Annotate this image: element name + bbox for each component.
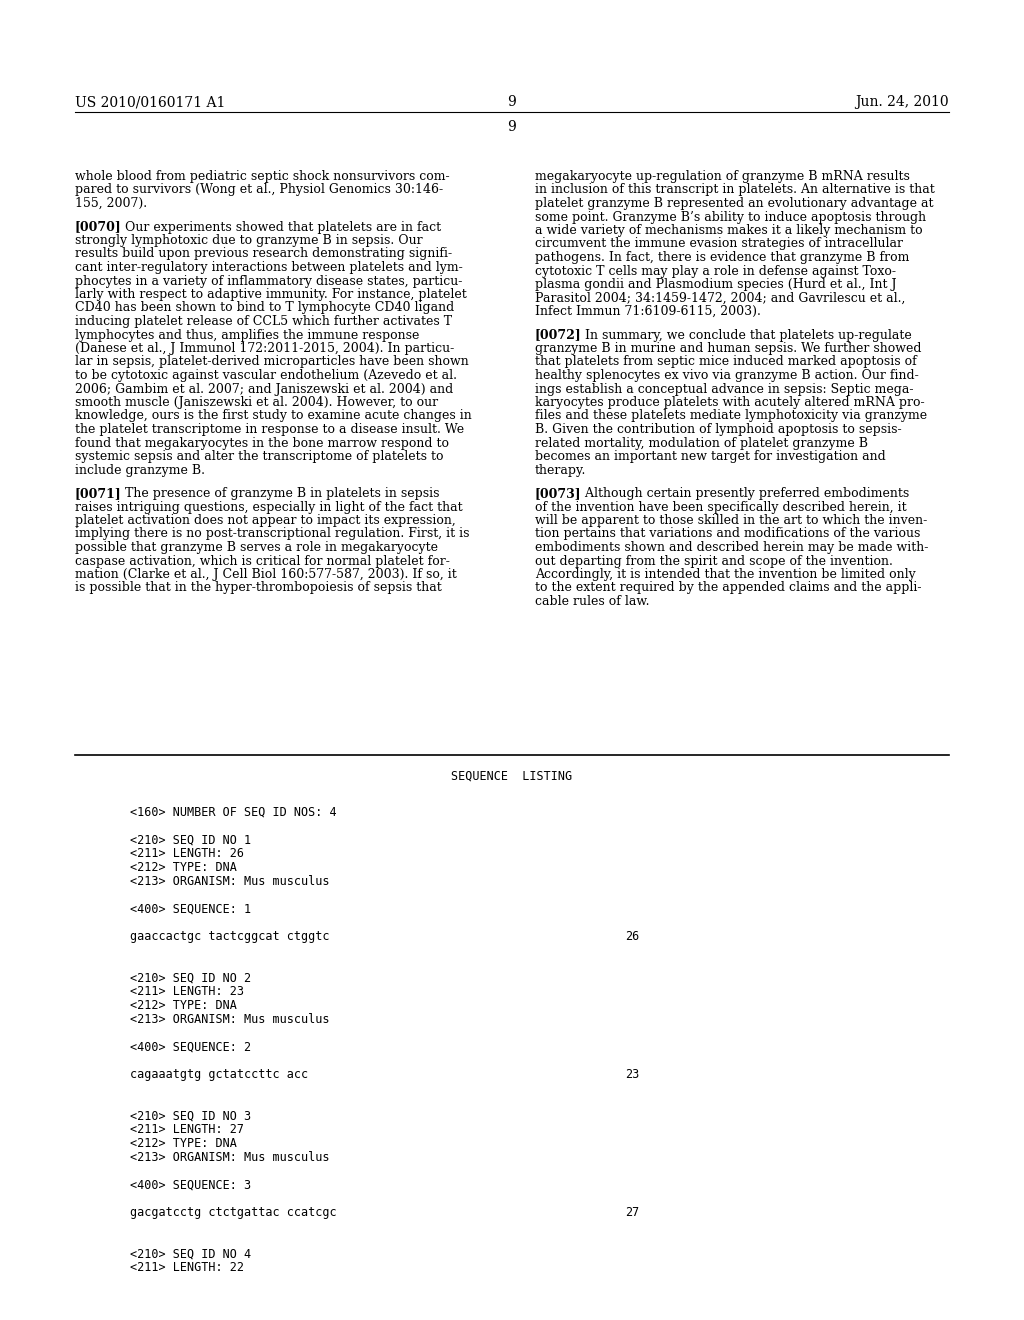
Text: <211> LENGTH: 22: <211> LENGTH: 22	[130, 1261, 244, 1274]
Text: strongly lymphotoxic due to granzyme B in sepsis. Our: strongly lymphotoxic due to granzyme B i…	[75, 234, 423, 247]
Text: raises intriguing questions, especially in light of the fact that: raises intriguing questions, especially …	[75, 500, 463, 513]
Text: the platelet transcriptome in response to a disease insult. We: the platelet transcriptome in response t…	[75, 422, 464, 436]
Text: of the invention have been specifically described herein, it: of the invention have been specifically …	[535, 500, 906, 513]
Text: 27: 27	[625, 1206, 639, 1218]
Text: SEQUENCE  LISTING: SEQUENCE LISTING	[452, 770, 572, 783]
Text: megakaryocyte up-regulation of granzyme B mRNA results: megakaryocyte up-regulation of granzyme …	[535, 170, 910, 183]
Text: <160> NUMBER OF SEQ ID NOS: 4: <160> NUMBER OF SEQ ID NOS: 4	[130, 805, 337, 818]
Text: cagaaatgtg gctatccttc acc: cagaaatgtg gctatccttc acc	[130, 1068, 308, 1081]
Text: gacgatcctg ctctgattac ccatcgc: gacgatcctg ctctgattac ccatcgc	[130, 1206, 337, 1218]
Text: related mortality, modulation of platelet granzyme B: related mortality, modulation of platele…	[535, 437, 868, 450]
Text: Although certain presently preferred embodiments: Although certain presently preferred emb…	[572, 487, 909, 500]
Text: 26: 26	[625, 931, 639, 942]
Text: 9: 9	[508, 120, 516, 135]
Text: <211> LENGTH: 26: <211> LENGTH: 26	[130, 847, 244, 861]
Text: Accordingly, it is intended that the invention be limited only: Accordingly, it is intended that the inv…	[535, 568, 915, 581]
Text: systemic sepsis and alter the transcriptome of platelets to: systemic sepsis and alter the transcript…	[75, 450, 443, 463]
Text: to the extent required by the appended claims and the appli-: to the extent required by the appended c…	[535, 582, 922, 594]
Text: <400> SEQUENCE: 3: <400> SEQUENCE: 3	[130, 1179, 251, 1192]
Text: files and these platelets mediate lymphotoxicity via granzyme: files and these platelets mediate lympho…	[535, 409, 927, 422]
Text: Parasitol 2004; 34:1459-1472, 2004; and Gavrilescu et al.,: Parasitol 2004; 34:1459-1472, 2004; and …	[535, 292, 905, 305]
Text: embodiments shown and described herein may be made with-: embodiments shown and described herein m…	[535, 541, 929, 554]
Text: (Danese et al., J Immunol 172:2011-2015, 2004). In particu-: (Danese et al., J Immunol 172:2011-2015,…	[75, 342, 455, 355]
Text: 9: 9	[508, 95, 516, 110]
Text: <212> TYPE: DNA: <212> TYPE: DNA	[130, 861, 237, 874]
Text: pathogens. In fact, there is evidence that granzyme B from: pathogens. In fact, there is evidence th…	[535, 251, 909, 264]
Text: In summary, we conclude that platelets up-regulate: In summary, we conclude that platelets u…	[572, 329, 911, 342]
Text: <213> ORGANISM: Mus musculus: <213> ORGANISM: Mus musculus	[130, 875, 330, 888]
Text: <400> SEQUENCE: 1: <400> SEQUENCE: 1	[130, 903, 251, 915]
Text: The presence of granzyme B in platelets in sepsis: The presence of granzyme B in platelets …	[113, 487, 439, 500]
Text: <211> LENGTH: 27: <211> LENGTH: 27	[130, 1123, 244, 1137]
Text: [0071]: [0071]	[75, 487, 122, 500]
Text: Jun. 24, 2010: Jun. 24, 2010	[855, 95, 949, 110]
Text: [0070]: [0070]	[75, 220, 122, 234]
Text: Our experiments showed that platelets are in fact: Our experiments showed that platelets ar…	[113, 220, 441, 234]
Text: <400> SEQUENCE: 2: <400> SEQUENCE: 2	[130, 1040, 251, 1053]
Text: <212> TYPE: DNA: <212> TYPE: DNA	[130, 1137, 237, 1150]
Text: becomes an important new target for investigation and: becomes an important new target for inve…	[535, 450, 886, 463]
Text: is possible that in the hyper-thrombopoiesis of sepsis that: is possible that in the hyper-thrombopoi…	[75, 582, 441, 594]
Text: <210> SEQ ID NO 1: <210> SEQ ID NO 1	[130, 833, 251, 846]
Text: 155, 2007).: 155, 2007).	[75, 197, 147, 210]
Text: [0072]: [0072]	[535, 329, 582, 342]
Text: some point. Granzyme B’s ability to induce apoptosis through: some point. Granzyme B’s ability to indu…	[535, 210, 926, 223]
Text: that platelets from septic mice induced marked apoptosis of: that platelets from septic mice induced …	[535, 355, 916, 368]
Text: mation (Clarke et al., J Cell Biol 160:577-587, 2003). If so, it: mation (Clarke et al., J Cell Biol 160:5…	[75, 568, 457, 581]
Text: larly with respect to adaptive immunity. For instance, platelet: larly with respect to adaptive immunity.…	[75, 288, 467, 301]
Text: lar in sepsis, platelet-derived microparticles have been shown: lar in sepsis, platelet-derived micropar…	[75, 355, 469, 368]
Text: US 2010/0160171 A1: US 2010/0160171 A1	[75, 95, 225, 110]
Text: to be cytotoxic against vascular endothelium (Azevedo et al.: to be cytotoxic against vascular endothe…	[75, 370, 457, 381]
Text: platelet activation does not appear to impact its expression,: platelet activation does not appear to i…	[75, 513, 456, 527]
Text: will be apparent to those skilled in the art to which the inven-: will be apparent to those skilled in the…	[535, 513, 928, 527]
Text: inducing platelet release of CCL5 which further activates T: inducing platelet release of CCL5 which …	[75, 315, 453, 327]
Text: in inclusion of this transcript in platelets. An alternative is that: in inclusion of this transcript in plate…	[535, 183, 935, 197]
Text: <210> SEQ ID NO 2: <210> SEQ ID NO 2	[130, 972, 251, 985]
Text: caspase activation, which is critical for normal platelet for-: caspase activation, which is critical fo…	[75, 554, 450, 568]
Text: <213> ORGANISM: Mus musculus: <213> ORGANISM: Mus musculus	[130, 1151, 330, 1164]
Text: B. Given the contribution of lymphoid apoptosis to sepsis-: B. Given the contribution of lymphoid ap…	[535, 422, 901, 436]
Text: plasma gondii and Plasmodium species (Hurd et al., Int J: plasma gondii and Plasmodium species (Hu…	[535, 279, 896, 290]
Text: karyocytes produce platelets with acutely altered mRNA pro-: karyocytes produce platelets with acutel…	[535, 396, 925, 409]
Text: tion pertains that variations and modifications of the various: tion pertains that variations and modifi…	[535, 528, 921, 540]
Text: <211> LENGTH: 23: <211> LENGTH: 23	[130, 985, 244, 998]
Text: results build upon previous research demonstrating signifi-: results build upon previous research dem…	[75, 248, 453, 260]
Text: <210> SEQ ID NO 3: <210> SEQ ID NO 3	[130, 1109, 251, 1122]
Text: ings establish a conceptual advance in sepsis: Septic mega-: ings establish a conceptual advance in s…	[535, 383, 913, 396]
Text: out departing from the spirit and scope of the invention.: out departing from the spirit and scope …	[535, 554, 893, 568]
Text: <212> TYPE: DNA: <212> TYPE: DNA	[130, 999, 237, 1012]
Text: granzyme B in murine and human sepsis. We further showed: granzyme B in murine and human sepsis. W…	[535, 342, 922, 355]
Text: cant inter-regulatory interactions between platelets and lym-: cant inter-regulatory interactions betwe…	[75, 261, 463, 275]
Text: cytotoxic T cells may play a role in defense against Toxo-: cytotoxic T cells may play a role in def…	[535, 264, 896, 277]
Text: a wide variety of mechanisms makes it a likely mechanism to: a wide variety of mechanisms makes it a …	[535, 224, 923, 238]
Text: healthy splenocytes ex vivo via granzyme B action. Our find-: healthy splenocytes ex vivo via granzyme…	[535, 370, 919, 381]
Text: possible that granzyme B serves a role in megakaryocyte: possible that granzyme B serves a role i…	[75, 541, 438, 554]
Text: phocytes in a variety of inflammatory disease states, particu-: phocytes in a variety of inflammatory di…	[75, 275, 463, 288]
Text: <210> SEQ ID NO 4: <210> SEQ ID NO 4	[130, 1247, 251, 1261]
Text: implying there is no post-transcriptional regulation. First, it is: implying there is no post-transcriptiona…	[75, 528, 469, 540]
Text: include granzyme B.: include granzyme B.	[75, 463, 205, 477]
Text: 23: 23	[625, 1068, 639, 1081]
Text: circumvent the immune evasion strategies of intracellular: circumvent the immune evasion strategies…	[535, 238, 903, 251]
Text: therapy.: therapy.	[535, 463, 587, 477]
Text: 2006; Gambim et al. 2007; and Janiszewski et al. 2004) and: 2006; Gambim et al. 2007; and Janiszewsk…	[75, 383, 454, 396]
Text: gaaccactgc tactcggcat ctggtc: gaaccactgc tactcggcat ctggtc	[130, 931, 330, 942]
Text: [0073]: [0073]	[535, 487, 582, 500]
Text: cable rules of law.: cable rules of law.	[535, 595, 649, 609]
Text: <213> ORGANISM: Mus musculus: <213> ORGANISM: Mus musculus	[130, 1012, 330, 1026]
Text: CD40 has been shown to bind to T lymphocyte CD40 ligand: CD40 has been shown to bind to T lymphoc…	[75, 301, 455, 314]
Text: lymphocytes and thus, amplifies the immune response: lymphocytes and thus, amplifies the immu…	[75, 329, 420, 342]
Text: Infect Immun 71:6109-6115, 2003).: Infect Immun 71:6109-6115, 2003).	[535, 305, 761, 318]
Text: pared to survivors (Wong et al., Physiol Genomics 30:146-: pared to survivors (Wong et al., Physiol…	[75, 183, 443, 197]
Text: whole blood from pediatric septic shock nonsurvivors com-: whole blood from pediatric septic shock …	[75, 170, 450, 183]
Text: platelet granzyme B represented an evolutionary advantage at: platelet granzyme B represented an evolu…	[535, 197, 934, 210]
Text: knowledge, ours is the first study to examine acute changes in: knowledge, ours is the first study to ex…	[75, 409, 472, 422]
Text: smooth muscle (Janiszewski et al. 2004). However, to our: smooth muscle (Janiszewski et al. 2004).…	[75, 396, 438, 409]
Text: found that megakaryocytes in the bone marrow respond to: found that megakaryocytes in the bone ma…	[75, 437, 449, 450]
